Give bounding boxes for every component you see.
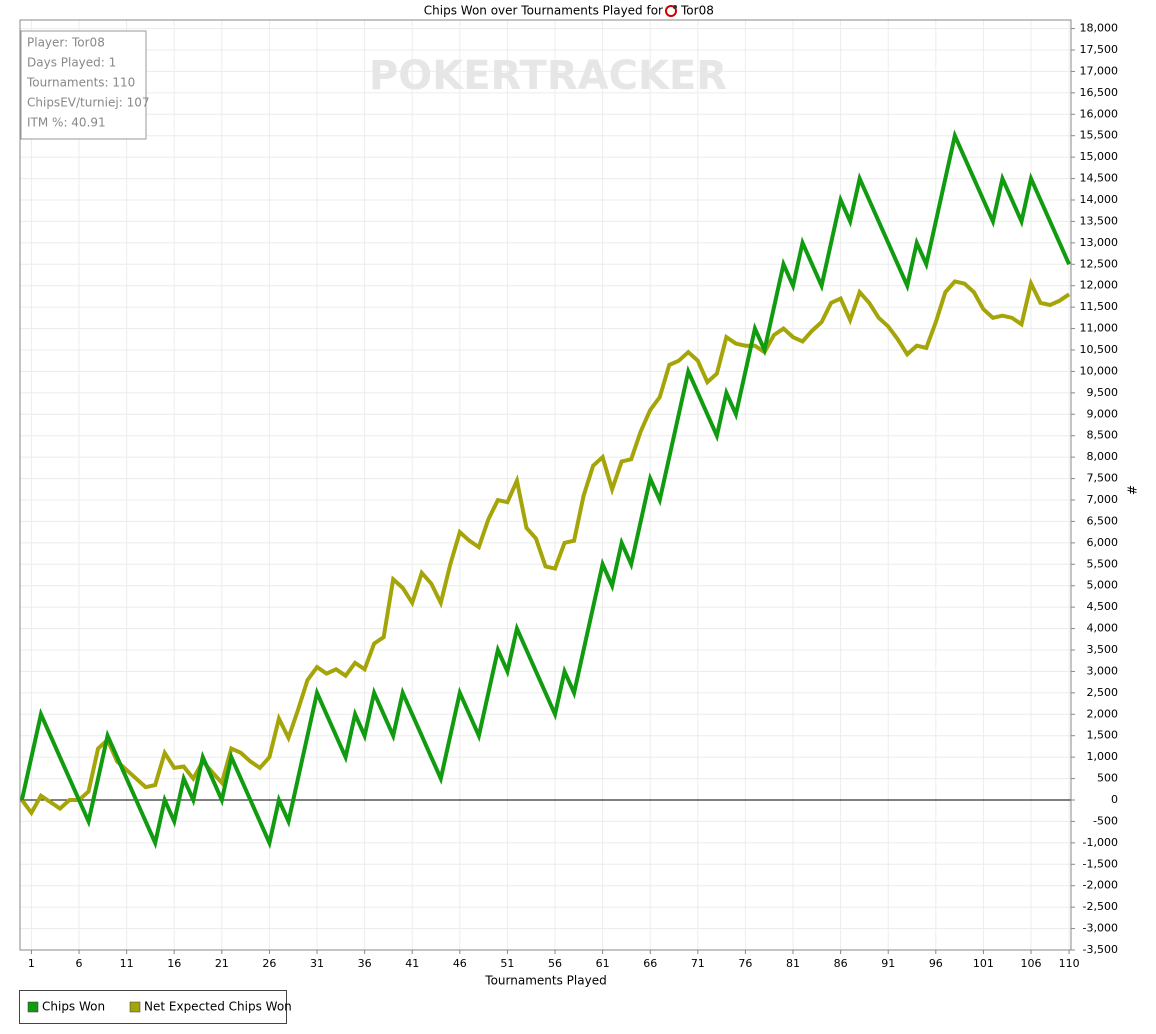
x-tick-label: 36 <box>358 957 372 970</box>
x-tick-label: 46 <box>453 957 467 970</box>
x-tick-label: 101 <box>973 957 994 970</box>
x-axis-label: Tournaments Played <box>484 974 606 988</box>
y-tick-label: 15,000 <box>1080 150 1119 163</box>
chart-title: Chips Won over Tournaments Played for <box>424 4 663 18</box>
y-tick-label: 2,500 <box>1087 686 1119 699</box>
y-tick-label: 13,000 <box>1080 236 1119 249</box>
y-tick-label: -2,000 <box>1083 879 1118 892</box>
x-tick-label: 26 <box>262 957 276 970</box>
y-tick-label: 15,500 <box>1080 129 1119 142</box>
info-line: Days Played: 1 <box>27 56 116 70</box>
y-tick-label: 11,500 <box>1080 300 1119 313</box>
x-tick-label: 86 <box>834 957 848 970</box>
y-tick-label: 9,000 <box>1087 407 1119 420</box>
y-tick-label: -2,500 <box>1083 900 1118 913</box>
y-tick-label: -500 <box>1093 814 1118 827</box>
y-tick-label: -3,000 <box>1083 922 1118 935</box>
x-tick-label: 66 <box>643 957 657 970</box>
y-tick-label: 9,500 <box>1087 386 1119 399</box>
x-tick-label: 21 <box>215 957 229 970</box>
y-tick-label: -1,500 <box>1083 857 1118 870</box>
info-line: Player: Tor08 <box>27 36 105 50</box>
player-icon <box>665 5 677 17</box>
y-tick-label: 4,000 <box>1087 622 1119 635</box>
info-line: Tournaments: 110 <box>26 76 135 90</box>
watermark: POKERTRACKER <box>369 53 727 99</box>
y-tick-label: 7,000 <box>1087 493 1119 506</box>
y-tick-label: 3,500 <box>1087 643 1119 656</box>
x-tick-label: 6 <box>76 957 83 970</box>
y-tick-label: 1,000 <box>1087 750 1119 763</box>
x-tick-label: 106 <box>1021 957 1042 970</box>
x-tick-label: 16 <box>167 957 181 970</box>
y-tick-label: 12,000 <box>1080 279 1119 292</box>
y-tick-label: 10,500 <box>1080 343 1119 356</box>
y-tick-label: 16,500 <box>1080 86 1119 99</box>
y-tick-label: 11,000 <box>1080 322 1119 335</box>
y-tick-label: 10,000 <box>1080 364 1119 377</box>
series-line <box>20 277 1071 817</box>
x-tick-label: 61 <box>596 957 610 970</box>
x-tick-label: 91 <box>881 957 895 970</box>
x-tick-label: 31 <box>310 957 324 970</box>
y-tick-label: 8,000 <box>1087 450 1119 463</box>
x-tick-label: 11 <box>120 957 134 970</box>
y-axis-label: # <box>1125 485 1139 495</box>
x-tick-label: 110 <box>1059 957 1080 970</box>
y-tick-label: 14,000 <box>1080 193 1119 206</box>
legend-swatch <box>27 1001 39 1013</box>
y-tick-label: 6,500 <box>1087 514 1119 527</box>
x-tick-label: 96 <box>929 957 943 970</box>
info-line: ChipsEV/turniej: 107 <box>27 96 149 110</box>
y-tick-label: 7,500 <box>1087 472 1119 485</box>
plot-area <box>19 20 1075 954</box>
x-tick-label: 41 <box>405 957 419 970</box>
y-tick-label: -1,000 <box>1083 836 1118 849</box>
y-tick-label: 16,000 <box>1080 107 1119 120</box>
legend: Chips Won Net Expected Chips Won <box>27 1000 292 1014</box>
y-tick-label: 5,000 <box>1087 579 1119 592</box>
y-tick-label: 0 <box>1111 793 1118 806</box>
chart-title-player: Tor08 <box>680 4 714 18</box>
series-line <box>19 129 1071 850</box>
y-tick-label: 17,000 <box>1080 64 1119 77</box>
x-tick-label: 76 <box>738 957 752 970</box>
legend-label: Net Expected Chips Won <box>144 1000 292 1014</box>
y-tick-label: -3,500 <box>1083 943 1118 956</box>
y-tick-label: 5,500 <box>1087 557 1119 570</box>
y-tick-label: 14,500 <box>1080 172 1119 185</box>
y-tick-label: 1,500 <box>1087 729 1119 742</box>
y-tick-label: 12,500 <box>1080 257 1119 270</box>
x-tick-label: 1 <box>28 957 35 970</box>
y-tick-label: 8,500 <box>1087 429 1119 442</box>
plot-frame <box>19 19 1072 951</box>
y-tick-label: 18,000 <box>1080 22 1119 35</box>
x-tick-label: 51 <box>500 957 514 970</box>
y-tick-label: 17,500 <box>1080 43 1119 56</box>
legend-label: Chips Won <box>42 1000 105 1014</box>
legend-swatch <box>129 1001 141 1013</box>
x-tick-label: 71 <box>691 957 705 970</box>
legend-box <box>19 990 287 1024</box>
y-tick-label: 500 <box>1097 772 1118 785</box>
y-tick-label: 2,000 <box>1087 707 1119 720</box>
x-tick-label: 81 <box>786 957 800 970</box>
y-tick-label: 3,000 <box>1087 664 1119 677</box>
info-box <box>20 30 147 140</box>
y-tick-label: 6,000 <box>1087 536 1119 549</box>
x-tick-label: 56 <box>548 957 562 970</box>
y-tick-label: 4,500 <box>1087 600 1119 613</box>
y-tick-label: 13,500 <box>1080 214 1119 227</box>
info-line: ITM %: 40.91 <box>27 116 106 130</box>
